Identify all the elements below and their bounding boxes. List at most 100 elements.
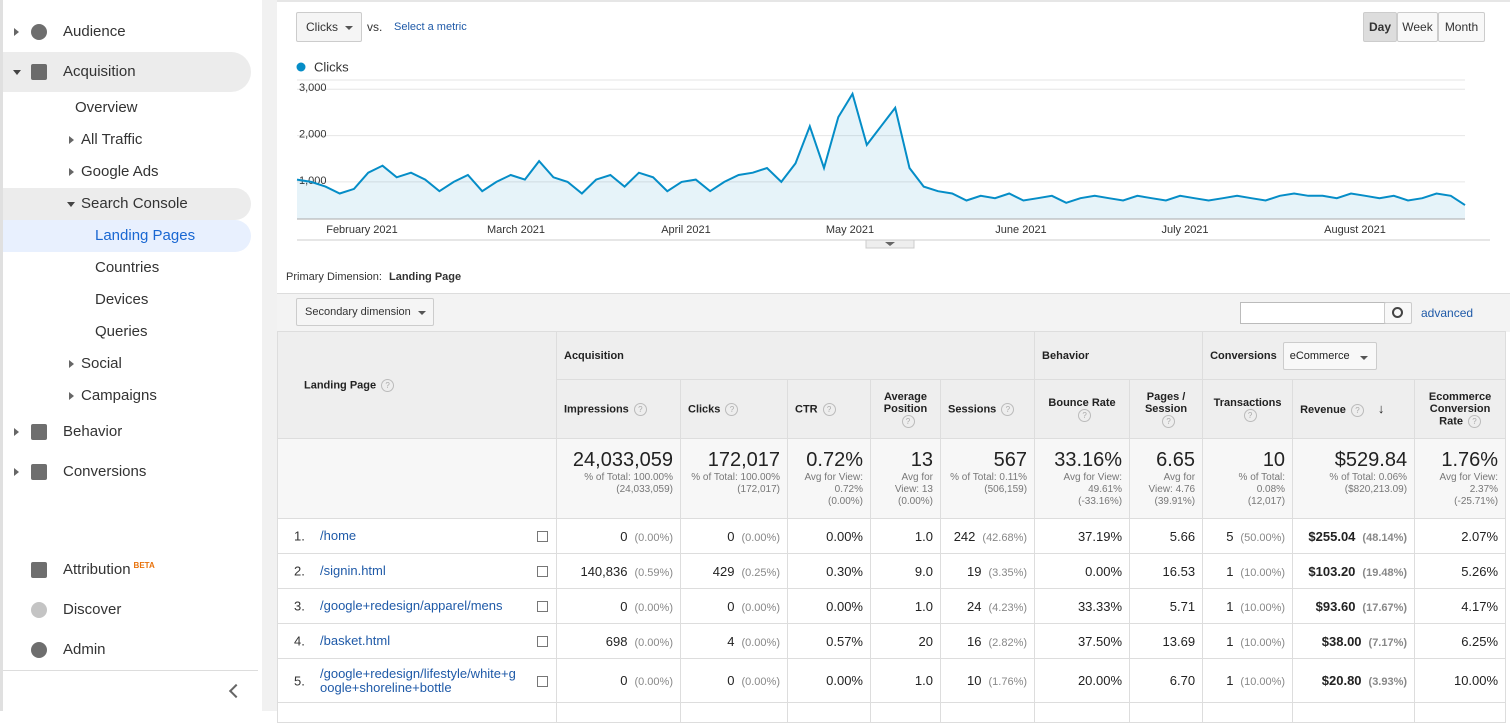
data-row: 2. /signin.html 140,836 (0.59%) 429 (0.25%) 0.… [277,553,1507,589]
nav-arrow [14,428,19,436]
nav-item[interactable]: Google Ads [81,163,159,180]
copy-icon[interactable] [537,636,548,647]
row-index: 4. [294,633,305,649]
data-cell: 19 (3.35%) [939,553,1036,589]
nav-item[interactable]: Attribution BETA [63,561,155,578]
column-title: Impressions [564,402,629,415]
column-header: Clicks? [680,379,788,439]
group-header: Behavior [1034,331,1204,380]
totals-cell: 6.65 Avg for View: 4.76 (39.91%) [1129,438,1204,519]
total-value: 6.65 [1156,449,1196,471]
cell-value: 10.00% [1453,673,1499,688]
advanced-link[interactable]: advanced [1421,306,1474,320]
copy-icon[interactable] [537,601,548,612]
row-index: 3. [294,598,305,614]
column-title: Transactions [1213,396,1282,409]
group-title: Behavior [1042,349,1090,362]
data-cell: 429 (0.25%) [680,553,788,589]
copy-icon[interactable] [537,566,548,577]
nav-item[interactable]: Search Console [81,195,188,212]
cell-value: 0 [620,598,628,614]
nav-icon [31,562,47,578]
secondary-dimension[interactable]: Secondary dimension [296,298,434,326]
total-value: 33.16% [1054,449,1123,471]
data-cell: 1.0 [870,588,941,624]
data-cell: 4.17% [1414,588,1507,624]
landing-page-link[interactable]: /home [320,528,357,543]
nav-item[interactable]: Audience [63,23,126,40]
dropdown-caret [418,311,426,315]
help-icon: ? [725,402,739,416]
landing-page-link[interactable]: /basket.html [320,633,391,648]
data-cell: $255.04 (48.14%) [1292,518,1416,554]
nav-arrow [14,468,19,476]
data-cell: 0 (0.00%) [556,518,681,554]
empty-cell [1129,702,1204,723]
nav-item[interactable]: Campaigns [81,387,157,404]
sidebar-divider [3,670,258,671]
copy-icon[interactable] [537,531,548,542]
landing-page-link[interactable]: /signin.html [320,563,386,578]
data-cell: 0 (0.00%) [556,658,681,703]
cell-value: $20.80 [1321,673,1362,688]
nav-item[interactable]: Behavior [63,423,123,440]
total-note: (0.00%) [827,496,863,507]
nav-item[interactable]: Devices [95,291,149,308]
interval-button[interactable]: Week [1397,12,1438,42]
nav-item[interactable]: Admin [63,641,106,658]
copy-icon[interactable] [537,675,548,687]
data-cell: 5 (50.00%) [1202,518,1294,554]
total-note: (506,159) [984,484,1028,495]
cell-value: 5 [1226,528,1234,544]
cell-value: 33.33% [1077,598,1123,614]
cell-percent: (2.82%) [988,636,1028,649]
total-value: 172,017 [707,449,780,471]
cell-value: 0.30% [826,563,863,579]
nav-item[interactable]: Overview [75,99,138,116]
metric-dropdown[interactable]: Clicks [296,12,362,42]
cell-value: 0.00% [1085,563,1123,579]
total-note: ($820,213.09) [1344,484,1408,495]
nav-item[interactable]: Acquisition [63,63,136,80]
totals-row: 24,033,059% of Total: 100.00% (24,033,059… [277,438,1507,519]
data-cell: $103.20 (19.48%) [1292,553,1416,589]
cell-value: 16 [967,633,982,649]
line [296,91,1466,206]
total-value: 24,033,059 [572,449,673,471]
empty-cell [680,702,788,723]
cell-percent: (17.67%) [1362,601,1408,614]
empty-cell [787,702,871,723]
nav-item[interactable]: Landing Pages [95,227,196,244]
cell-value: 20 [918,633,933,649]
totals-cell: 1.76% Avg for View: 2.37% (-25.71%) [1414,438,1507,519]
cell-value: 0.00% [826,598,863,614]
nav-item[interactable]: Conversions [63,463,147,480]
nav-item[interactable]: Discover [63,601,122,618]
landing-page-cell: 5. /google+redesign/lifestyle/white+googl… [277,658,557,703]
data-cell: 20.00% [1034,658,1131,703]
select-metric[interactable]: Select a metric [394,21,467,33]
cell-value: 16.53 [1162,563,1196,579]
interval-button[interactable]: Month [1438,12,1485,42]
cell-value: 4.17% [1461,598,1499,614]
data-cell: 0 (0.00%) [680,518,788,554]
nav-item[interactable]: All Traffic [81,131,143,148]
conversion-select[interactable]: eCommerce [1282,341,1377,370]
nav-item[interactable]: Countries [95,259,160,276]
cell-value: 242 [953,528,976,544]
nav-item[interactable]: Social [81,355,122,372]
landing-page-link[interactable]: /google+redesign/lifestyle/white+google+… [320,665,516,695]
cell-percent: (10.00%) [1240,566,1286,579]
cell-value: $38.00 [1321,633,1362,649]
total-note: Avg for View: 13 [894,472,933,495]
group-header: Acquisition [555,331,1036,380]
data-cell: 20 [870,623,941,659]
landing-page-cell: 2. /signin.html [277,553,557,589]
cell-percent: (19.48%) [1362,566,1408,579]
search-input[interactable] [1240,302,1387,324]
interval-button[interactable]: Day [1363,12,1397,42]
collapse-button[interactable] [228,683,244,699]
nav-item[interactable]: Queries [95,323,148,340]
landing-page-link[interactable]: /google+redesign/apparel/mens [320,598,503,613]
